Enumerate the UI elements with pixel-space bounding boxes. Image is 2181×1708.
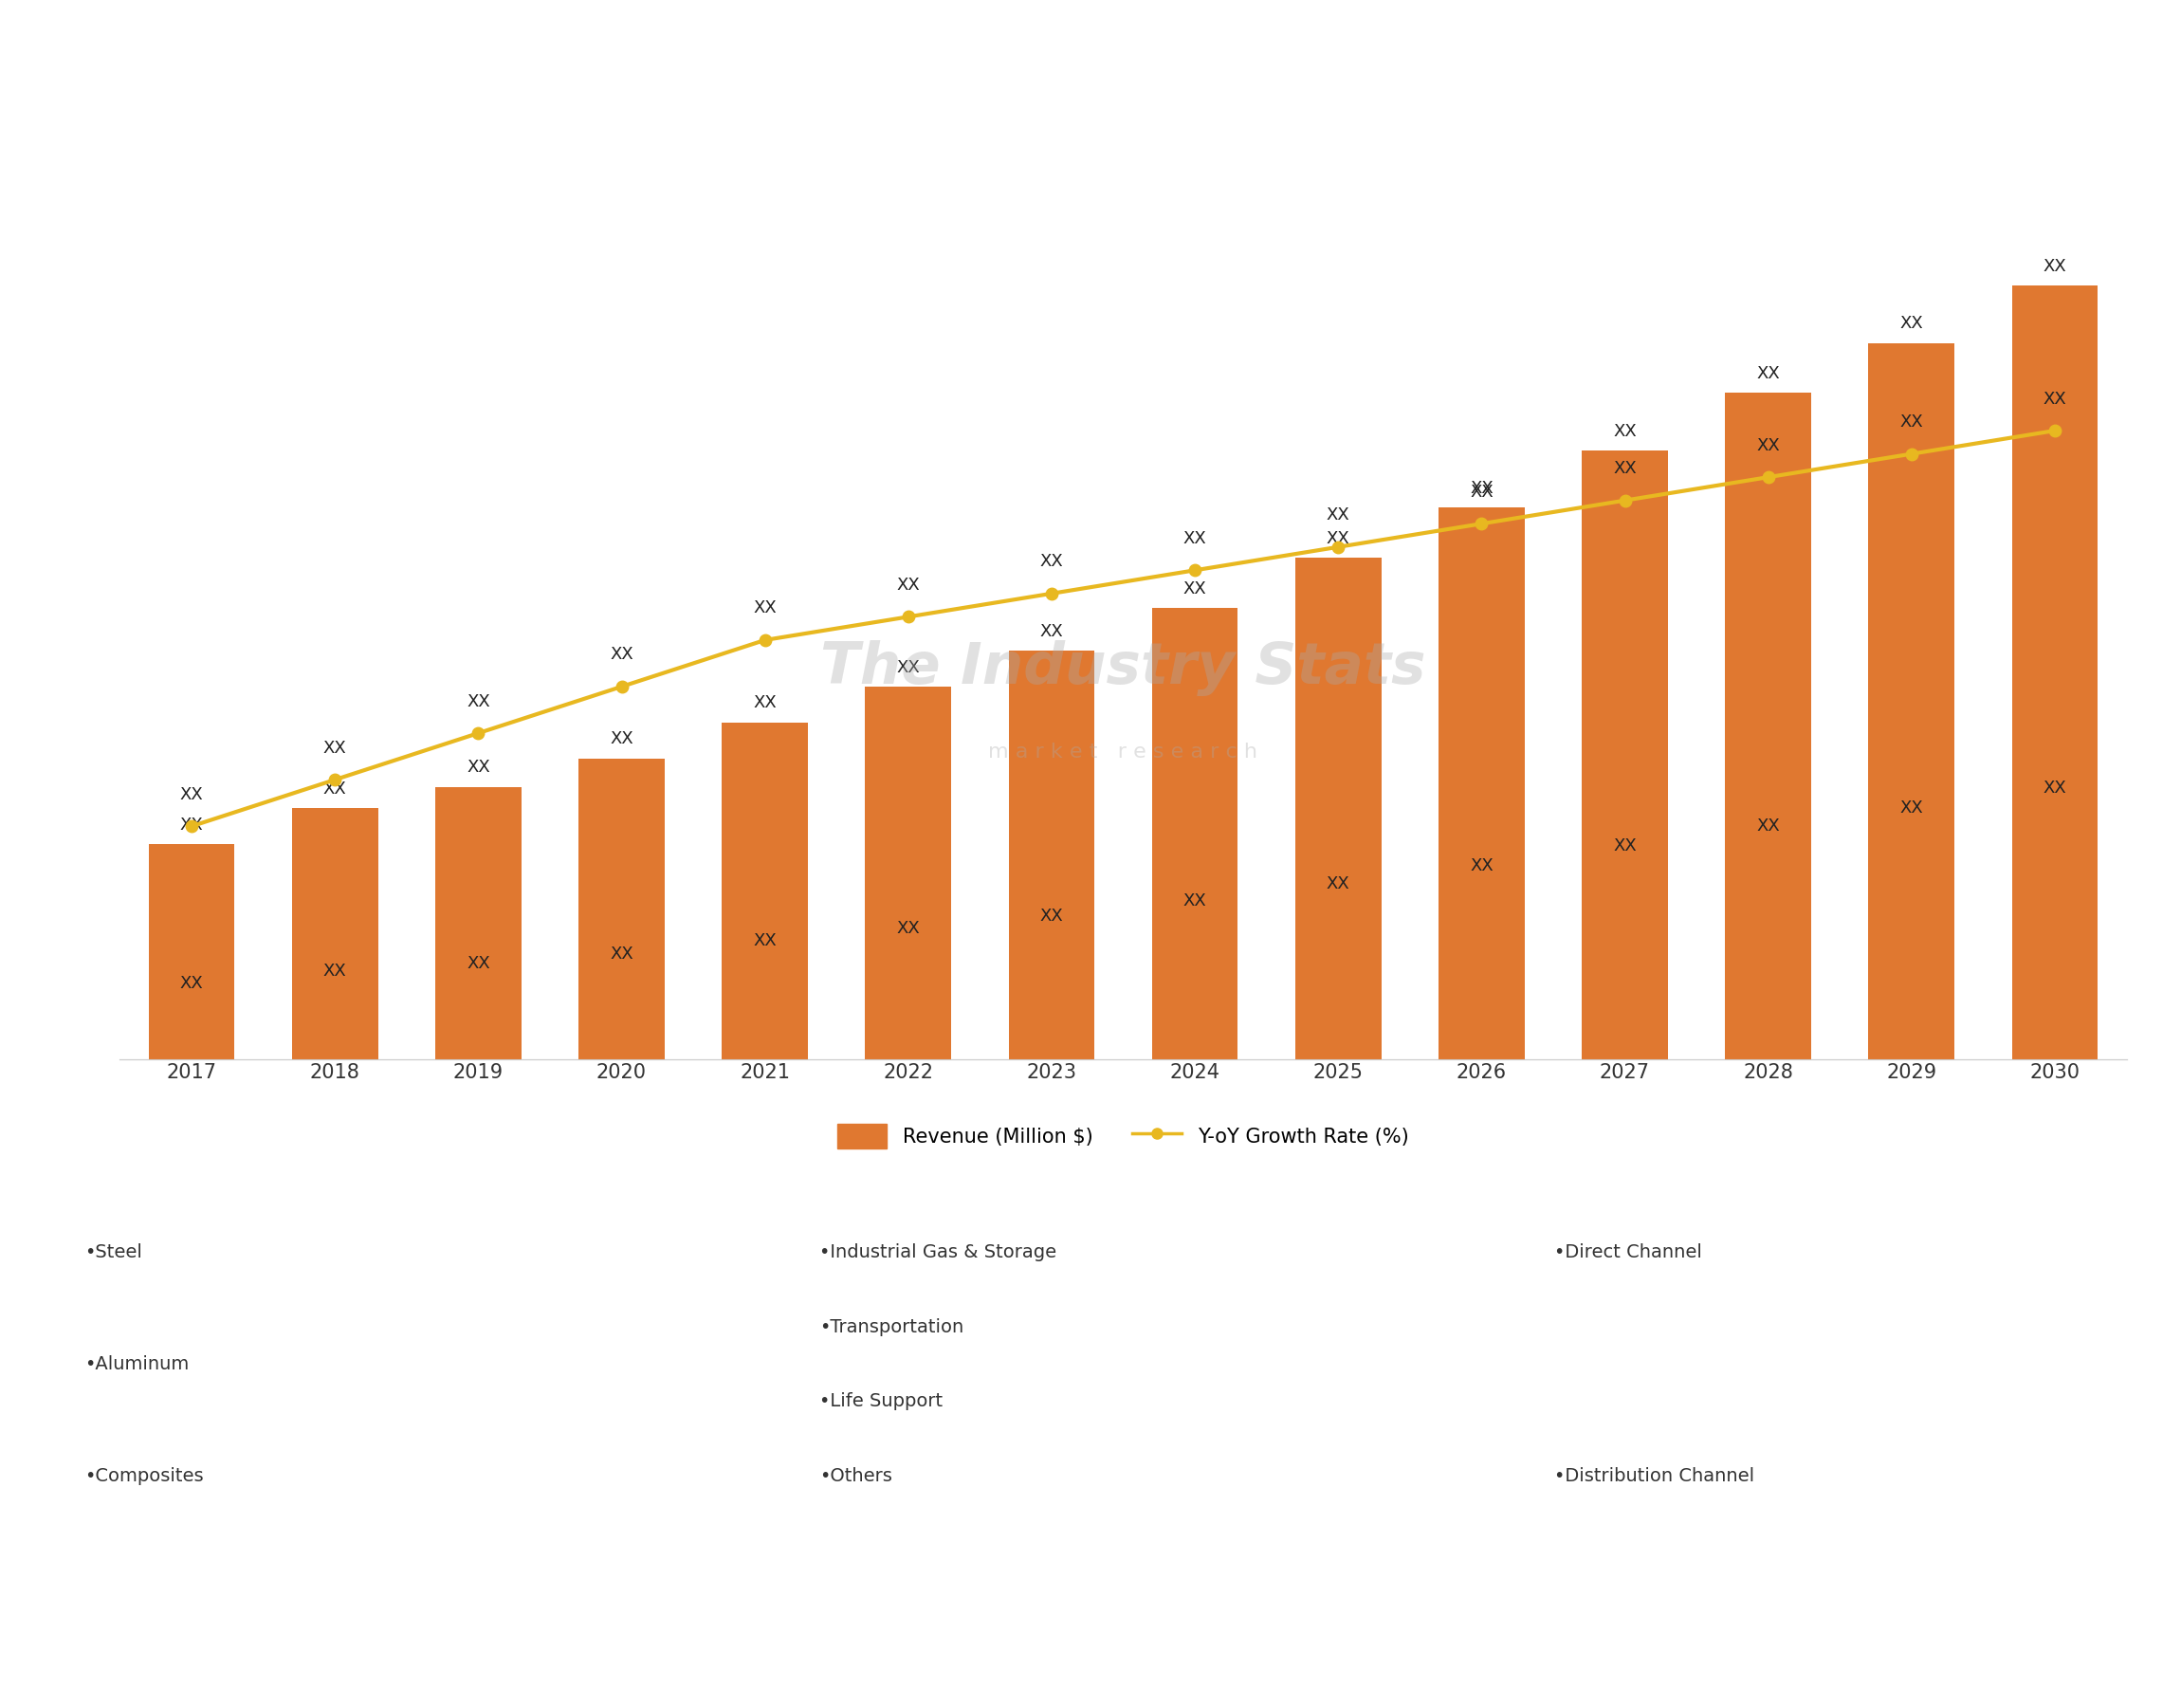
Text: •Aluminum: •Aluminum [85,1354,190,1373]
Text: XX: XX [752,600,776,617]
Text: m a r k e t   r e s e a r c h: m a r k e t r e s e a r c h [988,743,1258,762]
Text: XX: XX [896,921,920,938]
Bar [722,722,807,1059]
Text: XX: XX [1470,480,1494,497]
Text: XX: XX [611,731,632,748]
Bar [292,808,377,1059]
Text: XX: XX [1326,507,1350,524]
Text: XX: XX [1040,907,1064,924]
Text: XX: XX [1326,874,1350,892]
Text: XX: XX [1756,366,1780,383]
Bar [1725,393,1810,1059]
Text: XX: XX [1470,483,1494,500]
Text: Product Types: Product Types [277,1146,445,1165]
Text: •Composites: •Composites [85,1467,203,1484]
Text: XX: XX [1182,893,1206,910]
Bar [436,787,521,1059]
Text: XX: XX [752,695,776,712]
Text: XX: XX [2044,781,2068,798]
Text: Application: Application [1029,1146,1162,1165]
Bar [1869,343,1954,1059]
Text: XX: XX [1900,314,1924,331]
Text: XX: XX [323,740,347,757]
Text: XX: XX [1040,623,1064,640]
Text: •Others: •Others [820,1467,892,1484]
Bar [866,687,951,1059]
Bar [1296,559,1381,1059]
Text: •Steel: •Steel [85,1243,142,1261]
Text: •Life Support: •Life Support [820,1392,942,1411]
Text: XX: XX [1900,799,1924,816]
Text: XX: XX [467,758,491,775]
Text: XX: XX [752,933,776,950]
Bar [1439,507,1525,1059]
Text: •Direct Channel: •Direct Channel [1555,1243,1701,1261]
Text: Website: www.theindustrystats.com: Website: www.theindustrystats.com [1788,1628,2137,1643]
Text: XX: XX [323,963,347,980]
Text: The Industry Stats: The Industry Stats [820,640,1426,695]
Text: XX: XX [611,646,632,663]
Text: XX: XX [1182,529,1206,547]
Text: XX: XX [1470,857,1494,874]
Text: XX: XX [1326,529,1350,547]
Bar [2011,285,2098,1059]
Text: •Distribution Channel: •Distribution Channel [1555,1467,1754,1484]
Text: XX: XX [1182,581,1206,598]
Text: Fig. Global High-Pressure Gas Containers Market Status and Outlook: Fig. Global High-Pressure Gas Containers… [26,41,1147,70]
Text: XX: XX [1900,413,1924,430]
Text: XX: XX [1040,553,1064,570]
Bar [1152,608,1239,1059]
Text: XX: XX [179,786,203,803]
Bar [148,844,236,1059]
Text: XX: XX [2044,391,2068,407]
Text: XX: XX [2044,258,2068,275]
Text: •Industrial Gas & Storage: •Industrial Gas & Storage [820,1243,1056,1261]
Bar [1008,651,1095,1059]
Text: XX: XX [1614,459,1636,477]
Text: XX: XX [467,955,491,972]
Text: XX: XX [611,945,632,962]
Text: XX: XX [179,816,203,834]
Bar [578,758,665,1059]
Text: Source: Theindustrystats Analysis: Source: Theindustrystats Analysis [44,1628,371,1643]
Text: XX: XX [1614,422,1636,439]
Text: XX: XX [467,693,491,711]
Bar [1581,451,1668,1059]
Text: XX: XX [1614,837,1636,854]
Text: XX: XX [1756,818,1780,835]
Text: XX: XX [896,577,920,594]
Text: XX: XX [1756,437,1780,454]
Text: XX: XX [323,781,347,798]
Text: XX: XX [179,975,203,992]
Legend: Revenue (Million $), Y-oY Growth Rate (%): Revenue (Million $), Y-oY Growth Rate (%… [829,1117,1418,1156]
Text: •Transportation: •Transportation [820,1319,964,1336]
Text: XX: XX [896,659,920,676]
Text: Email: sales@theindustrystats.com: Email: sales@theindustrystats.com [923,1628,1258,1643]
Text: Sales Channels: Sales Channels [1740,1146,1921,1165]
